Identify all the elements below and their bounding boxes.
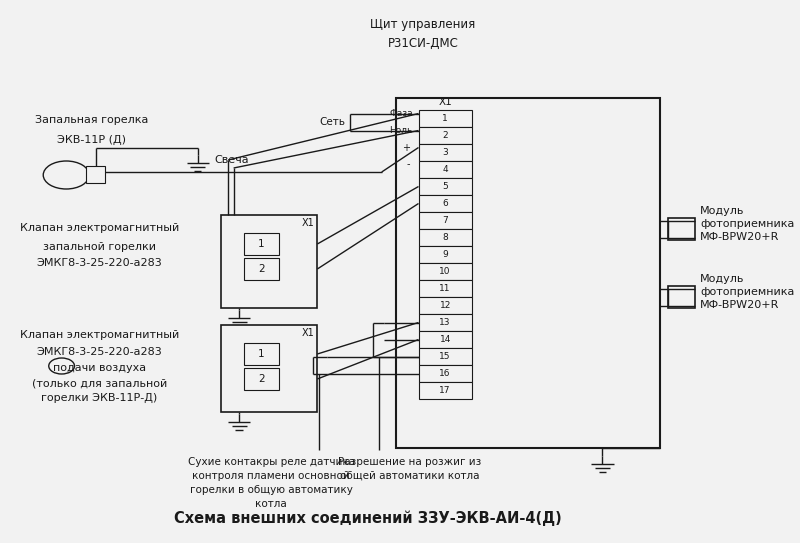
Text: 1: 1 [258,349,265,359]
Text: 9: 9 [442,250,448,259]
Text: 7: 7 [442,216,448,225]
Text: 2: 2 [258,374,265,384]
Text: 4: 4 [442,165,448,174]
Bar [418,144,472,161]
Text: Ноль: Ноль [390,126,413,135]
Bar [418,314,472,331]
Bar [418,212,472,229]
Text: Р31СИ-ДМС: Р31СИ-ДМС [388,37,458,50]
Text: 2: 2 [442,131,448,140]
Bar [244,343,278,365]
Bar [244,368,278,390]
Text: Клапан электромагнитный: Клапан электромагнитный [20,330,179,340]
Bar [668,218,695,240]
Bar [418,195,472,212]
Text: общей автоматики котла: общей автоматики котла [339,471,479,481]
Text: Разрешение на розжиг из: Разрешение на розжиг из [338,457,481,467]
Bar [418,229,472,246]
Text: 1: 1 [258,239,265,249]
Text: ЭМКГ8-3-25-220-а283: ЭМКГ8-3-25-220-а283 [37,258,162,268]
Bar [418,110,472,127]
Text: (только для запальной: (только для запальной [32,378,167,388]
Text: горелки ЭКВ-11Р-Д): горелки ЭКВ-11Р-Д) [42,393,158,403]
Text: -: - [406,160,410,169]
Ellipse shape [43,161,90,189]
Text: 14: 14 [439,335,451,344]
Bar [418,246,472,263]
Text: 12: 12 [439,301,451,310]
Bar [418,365,472,382]
Bar [221,325,318,412]
Bar [668,286,695,308]
Text: +: + [402,142,410,153]
Text: ЭКВ-11Р (Д): ЭКВ-11Р (Д) [58,135,126,145]
Text: 2: 2 [258,264,265,274]
Text: горелки в общую автоматику: горелки в общую автоматику [190,485,353,495]
Text: Х1: Х1 [302,328,314,338]
Text: Х1: Х1 [302,218,314,228]
Text: МФ-BPW20+R: МФ-BPW20+R [700,232,779,242]
Text: запальной горелки: запальной горелки [43,242,156,252]
Text: подачи воздуха: подачи воздуха [53,363,146,373]
Bar [86,166,105,183]
Text: 8: 8 [442,233,448,242]
Bar [418,382,472,399]
Bar [418,331,472,348]
Bar [244,258,278,280]
Text: Схема внешних соединений ЗЗУ-ЭКВ-АИ-4(Д): Схема внешних соединений ЗЗУ-ЭКВ-АИ-4(Д) [174,510,562,526]
Text: МФ-BPW20+R: МФ-BPW20+R [700,300,779,310]
Text: Сухие контакры реле датчика: Сухие контакры реле датчика [188,457,355,467]
Text: Клапан электромагнитный: Клапан электромагнитный [20,223,179,233]
Bar [395,98,661,448]
Bar [418,280,472,297]
Text: 13: 13 [439,318,451,327]
Text: 3: 3 [442,148,448,157]
Text: 15: 15 [439,352,451,361]
Text: котла: котла [255,499,287,509]
Bar [418,297,472,314]
Text: ЭМКГ8-3-25-220-а283: ЭМКГ8-3-25-220-а283 [37,347,162,357]
Text: контроля пламени основной: контроля пламени основной [193,471,350,481]
Ellipse shape [49,358,74,374]
Bar [418,263,472,280]
Text: фотоприемника: фотоприемника [700,287,794,297]
Text: 6: 6 [442,199,448,208]
Bar [418,348,472,365]
Text: Модуль: Модуль [700,274,744,284]
Text: Х1: Х1 [438,97,452,107]
Text: Щит управления: Щит управления [370,18,476,31]
Bar [418,178,472,195]
Bar [418,161,472,178]
Text: 11: 11 [439,284,451,293]
Text: 5: 5 [442,182,448,191]
Text: Модуль: Модуль [700,206,744,216]
Text: Свеча: Свеча [214,155,249,165]
Text: 10: 10 [439,267,451,276]
Text: Сеть: Сеть [319,117,345,127]
Text: фотоприемника: фотоприемника [700,219,794,229]
Bar [221,215,318,308]
Text: Фаза: Фаза [390,109,413,118]
Text: 1: 1 [442,114,448,123]
Text: 17: 17 [439,386,451,395]
Text: 16: 16 [439,369,451,378]
Bar [244,233,278,255]
Bar [418,127,472,144]
Text: Запальная горелка: Запальная горелка [35,115,149,125]
